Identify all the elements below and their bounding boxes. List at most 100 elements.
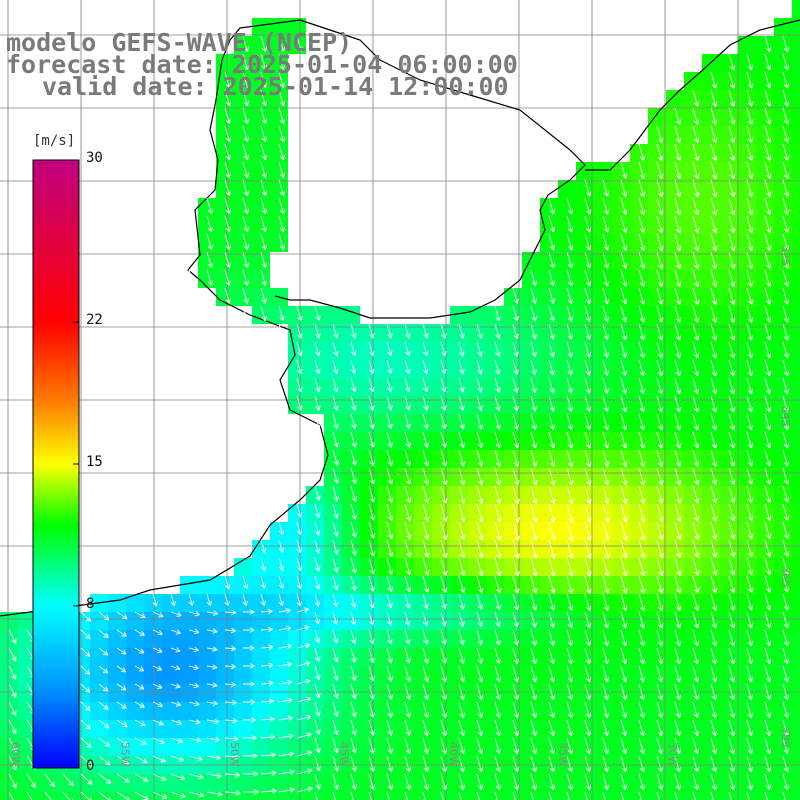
wind-cell bbox=[558, 720, 576, 738]
wind-cell bbox=[666, 180, 684, 198]
wind-arrow bbox=[710, 143, 718, 162]
wind-arrow bbox=[314, 413, 321, 429]
wind-cell bbox=[270, 72, 288, 90]
wind-cell bbox=[108, 720, 126, 738]
wind-arrow bbox=[206, 646, 218, 652]
colorbar bbox=[32, 159, 80, 769]
wind-cell bbox=[486, 558, 504, 576]
wind-arrow bbox=[584, 449, 592, 468]
wind-cell bbox=[378, 594, 396, 612]
wind-cell bbox=[468, 576, 486, 594]
wind-cell bbox=[414, 684, 432, 702]
wind-cell bbox=[342, 540, 360, 558]
wind-cell bbox=[774, 522, 792, 540]
wind-cell bbox=[414, 738, 432, 756]
wind-cell bbox=[90, 648, 108, 666]
wind-arrow bbox=[710, 719, 718, 737]
wind-cell bbox=[468, 342, 486, 360]
wind-arrow bbox=[386, 629, 393, 645]
wind-cell bbox=[666, 450, 684, 468]
wind-arrow bbox=[134, 755, 148, 764]
wind-cell bbox=[360, 612, 378, 630]
wind-arrow bbox=[242, 89, 250, 107]
wind-cell bbox=[666, 306, 684, 324]
wind-cell bbox=[630, 792, 648, 800]
wind-arrow bbox=[566, 395, 573, 412]
wind-arrow bbox=[764, 323, 772, 341]
wind-arrow bbox=[350, 701, 357, 718]
wind-arrow bbox=[332, 665, 339, 681]
wind-arrow bbox=[422, 665, 430, 682]
wind-cell bbox=[270, 648, 288, 666]
wind-arrow bbox=[710, 431, 718, 449]
wind-arrow bbox=[134, 647, 145, 654]
wind-arrow bbox=[260, 107, 268, 125]
wind-cell bbox=[792, 414, 800, 432]
wind-arrow bbox=[260, 215, 268, 233]
wind-arrow bbox=[710, 395, 718, 413]
wind-cell bbox=[756, 162, 774, 180]
wind-arrow bbox=[620, 233, 628, 251]
wind-cell bbox=[522, 270, 540, 288]
wind-cell bbox=[594, 558, 612, 576]
wind-arrow bbox=[728, 323, 736, 341]
wind-arrow bbox=[386, 647, 393, 664]
wind-cell bbox=[252, 252, 270, 270]
wind-cell bbox=[558, 738, 576, 756]
wind-cell bbox=[288, 792, 306, 800]
wind-arrow bbox=[242, 627, 255, 633]
wind-arrow bbox=[440, 359, 447, 375]
wind-cell bbox=[702, 198, 720, 216]
wind-cell bbox=[216, 252, 234, 270]
wind-cell bbox=[108, 666, 126, 684]
wind-cell bbox=[198, 270, 216, 288]
wind-cell bbox=[630, 360, 648, 378]
wind-cell bbox=[540, 558, 558, 576]
wind-cell bbox=[756, 594, 774, 612]
wind-arrow bbox=[512, 755, 520, 773]
wind-cell bbox=[486, 342, 504, 360]
wind-arrow bbox=[8, 791, 14, 800]
wind-cell bbox=[216, 702, 234, 720]
wind-arrow bbox=[674, 431, 682, 449]
wind-cell bbox=[558, 504, 576, 522]
wind-arrow bbox=[530, 539, 538, 559]
wind-cell bbox=[126, 612, 144, 630]
wind-arrow bbox=[170, 773, 186, 781]
wind-arrow bbox=[764, 89, 772, 107]
wind-cell bbox=[720, 342, 738, 360]
wind-cell bbox=[126, 648, 144, 666]
wind-cell bbox=[360, 378, 378, 396]
wind-arrow bbox=[260, 644, 274, 651]
wind-arrow bbox=[620, 431, 628, 449]
wind-cell bbox=[612, 468, 630, 486]
wind-arrow bbox=[26, 773, 36, 788]
wind-cell bbox=[540, 414, 558, 432]
wind-arrow bbox=[692, 305, 700, 323]
wind-arrow bbox=[512, 629, 519, 646]
wind-arrow bbox=[530, 773, 538, 791]
wind-arrow bbox=[764, 143, 772, 161]
wind-arrow bbox=[692, 215, 700, 234]
wind-arrow bbox=[566, 755, 574, 773]
wind-arrow bbox=[494, 413, 501, 430]
wind-arrow bbox=[530, 377, 537, 394]
wind-cell bbox=[0, 630, 18, 648]
wind-cell bbox=[630, 774, 648, 792]
wind-cell bbox=[684, 792, 702, 800]
wind-cell bbox=[144, 630, 162, 648]
wind-cell bbox=[792, 594, 800, 612]
wind-arrow bbox=[296, 377, 303, 393]
wind-arrow bbox=[458, 377, 465, 393]
wind-arrow bbox=[638, 143, 646, 161]
wind-cell bbox=[0, 612, 18, 630]
wind-arrow bbox=[314, 485, 321, 501]
wind-arrow bbox=[710, 611, 718, 629]
wind-cell bbox=[702, 414, 720, 432]
wind-arrow bbox=[260, 608, 273, 615]
wind-arrow bbox=[386, 737, 393, 754]
wind-cell bbox=[720, 468, 738, 486]
wind-arrow bbox=[566, 215, 574, 233]
wind-arrow bbox=[548, 251, 556, 269]
